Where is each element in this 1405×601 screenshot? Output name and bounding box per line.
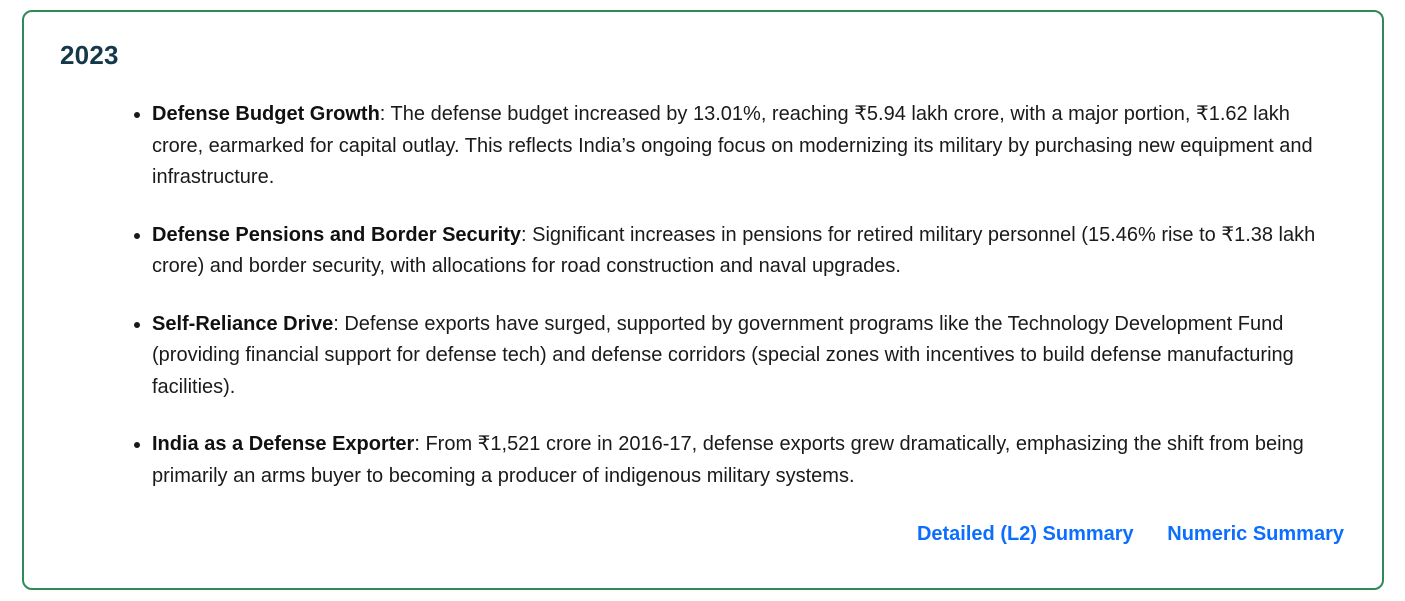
year-summary-card: 2023 Defense Budget Growth: The defense … [22, 10, 1384, 590]
bullet-text: : Significant increases in pensions for … [152, 223, 1316, 278]
summary-bullet-list: Defense Budget Growth: The defense budge… [60, 99, 1344, 492]
numeric-summary-link[interactable]: Numeric Summary [1167, 523, 1344, 545]
year-heading: 2023 [60, 40, 119, 70]
bullet-text: : The defense budget increased by 13.01%… [152, 103, 1313, 188]
bullet-title: India as a Defense Exporter [152, 433, 415, 455]
summary-links-row: Detailed (L2) Summary Numeric Summary [60, 519, 1344, 550]
list-item: Defense Pensions and Border Security: Si… [152, 220, 1344, 283]
bullet-text: : From ₹1,521 crore in 2016-17, defense … [152, 433, 1304, 487]
list-item: Self-Reliance Drive: Defense exports hav… [152, 309, 1344, 404]
detailed-l2-summary-link[interactable]: Detailed (L2) Summary [916, 523, 1134, 545]
bullet-title: Defense Budget Growth [152, 103, 380, 125]
list-item: Defense Budget Growth: The defense budge… [152, 99, 1344, 194]
bullet-text: : Defense exports have surged, supported… [152, 312, 1294, 398]
bullet-title: Self-Reliance Drive [152, 312, 334, 335]
list-item: India as a Defense Exporter: From ₹1,521… [152, 429, 1344, 492]
bullet-title: Defense Pensions and Border Security [152, 223, 522, 246]
